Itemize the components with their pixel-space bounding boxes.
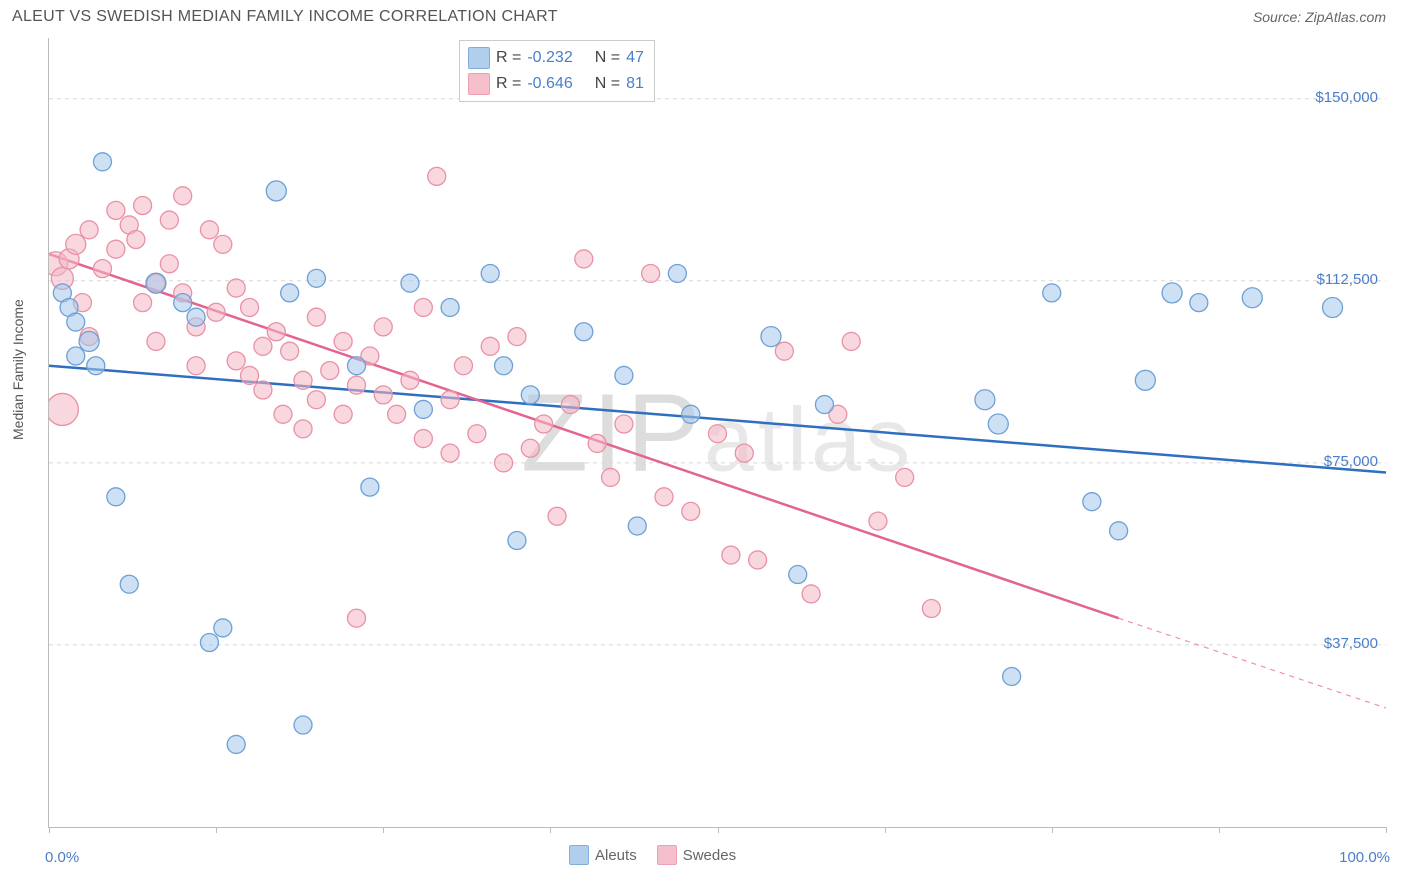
chart-title: ALEUT VS SWEDISH MEDIAN FAMILY INCOME CO… [12,8,558,26]
x-tick-mark [1052,827,1053,833]
y-tick-label: $112,500 [1317,271,1378,288]
legend-r-value: -0.232 [527,45,572,71]
legend-n-label: N = [595,45,620,71]
legend-n-value: 81 [626,71,644,97]
x-tick-mark [1386,827,1387,833]
x-tick-mark [550,827,551,833]
x-tick-mark [383,827,384,833]
chart-svg [49,38,1386,827]
y-tick-label: $75,000 [1324,453,1378,470]
chart-source: Source: ZipAtlas.com [1253,9,1386,25]
correlation-legend: R = -0.232 N = 47 R = -0.646 N = 81 [459,40,655,102]
x-tick-mark [49,827,50,833]
legend-item-swedes: Swedes [657,845,736,865]
series-legend: Aleuts Swedes [569,845,736,865]
legend-row-aleuts: R = -0.232 N = 47 [468,45,644,71]
legend-label: Swedes [683,847,736,864]
x-axis-min-label: 0.0% [45,849,79,866]
legend-swatch-aleuts [468,47,490,69]
legend-swatch-swedes [468,73,490,95]
x-tick-mark [885,827,886,833]
chart-header: ALEUT VS SWEDISH MEDIAN FAMILY INCOME CO… [0,0,1406,34]
y-tick-label: $37,500 [1324,635,1378,652]
legend-r-value: -0.646 [527,71,572,97]
legend-swatch-icon [657,845,677,865]
y-axis-label: Median Family Income [10,299,26,440]
legend-item-aleuts: Aleuts [569,845,637,865]
legend-n-label: N = [595,71,620,97]
legend-label: Aleuts [595,847,637,864]
x-tick-mark [216,827,217,833]
x-tick-mark [1219,827,1220,833]
legend-n-value: 47 [626,45,644,71]
legend-swatch-icon [569,845,589,865]
y-tick-label: $150,000 [1315,89,1378,106]
chart-plot-area: ZIPatlas R = -0.232 N = 47 R = -0.646 N … [48,38,1386,828]
legend-row-swedes: R = -0.646 N = 81 [468,71,644,97]
legend-r-label: R = [496,71,521,97]
x-axis-max-label: 100.0% [1339,849,1390,866]
x-tick-mark [718,827,719,833]
legend-r-label: R = [496,45,521,71]
